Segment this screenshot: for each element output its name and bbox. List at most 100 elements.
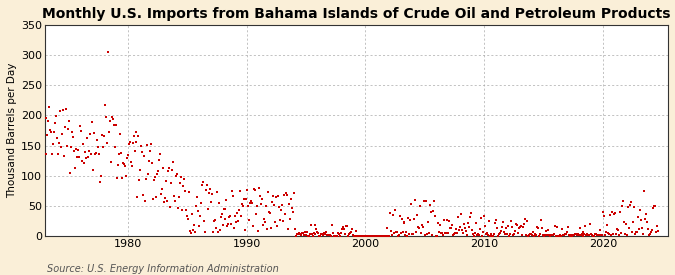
Point	[341, 224, 352, 228]
Point	[441, 218, 452, 222]
Point	[211, 189, 222, 194]
Point	[513, 231, 524, 236]
Point	[614, 233, 624, 237]
Point	[510, 229, 520, 233]
Point	[316, 232, 327, 236]
Point	[637, 226, 647, 230]
Point	[156, 191, 167, 196]
Point	[177, 208, 188, 212]
Point	[448, 233, 458, 237]
Point	[332, 233, 343, 238]
Point	[586, 232, 597, 236]
Point	[393, 233, 404, 237]
Point	[159, 200, 169, 205]
Point	[526, 232, 537, 236]
Point	[296, 231, 307, 236]
Point	[214, 228, 225, 232]
Point	[458, 222, 469, 226]
Point	[435, 231, 446, 235]
Point	[465, 211, 476, 215]
Point	[152, 172, 163, 176]
Point	[595, 227, 605, 232]
Point	[295, 233, 306, 237]
Point	[649, 204, 660, 208]
Point	[190, 230, 200, 234]
Point	[543, 228, 554, 233]
Point	[449, 232, 460, 236]
Point	[99, 103, 110, 108]
Point	[466, 227, 477, 232]
Point	[74, 155, 84, 160]
Point	[82, 155, 93, 159]
Point	[432, 233, 443, 238]
Point	[329, 234, 340, 238]
Point	[175, 181, 186, 185]
Point	[111, 176, 122, 180]
Point	[378, 234, 389, 238]
Point	[76, 128, 86, 133]
Point	[362, 234, 373, 238]
Point	[427, 233, 437, 238]
Point	[487, 234, 498, 238]
Point	[458, 231, 468, 235]
Point	[482, 233, 493, 237]
Point	[573, 233, 584, 238]
Point	[63, 127, 74, 132]
Point	[57, 132, 68, 137]
Text: Source: U.S. Energy Information Administration: Source: U.S. Energy Information Administ…	[47, 264, 279, 274]
Point	[290, 227, 300, 231]
Point	[569, 232, 580, 237]
Point	[426, 210, 437, 214]
Point	[135, 168, 146, 172]
Point	[78, 142, 88, 146]
Point	[50, 120, 61, 125]
Point	[345, 231, 356, 235]
Point	[299, 230, 310, 234]
Point	[582, 232, 593, 236]
Point	[286, 206, 297, 211]
Point	[613, 228, 624, 232]
Point	[264, 210, 275, 214]
Point	[480, 231, 491, 236]
Point	[520, 233, 531, 238]
Point	[169, 193, 180, 198]
Point	[648, 204, 659, 208]
Point	[539, 234, 549, 238]
Point	[375, 234, 386, 238]
Point	[464, 214, 475, 219]
Point	[95, 174, 106, 178]
Point	[277, 219, 288, 224]
Point	[144, 158, 155, 163]
Point	[290, 234, 301, 238]
Point	[385, 229, 396, 234]
Point	[620, 232, 630, 237]
Point	[443, 219, 454, 223]
Point	[468, 233, 479, 238]
Point	[415, 204, 426, 208]
Point	[616, 231, 626, 235]
Point	[497, 225, 508, 229]
Point	[80, 150, 90, 154]
Point	[51, 114, 62, 119]
Point	[618, 199, 628, 204]
Point	[597, 232, 608, 237]
Point	[342, 224, 352, 228]
Point	[101, 114, 111, 119]
Point	[399, 221, 410, 226]
Point	[608, 232, 618, 236]
Point	[367, 234, 377, 238]
Point	[44, 105, 55, 110]
Point	[632, 230, 643, 234]
Point	[107, 117, 118, 121]
Point	[195, 200, 206, 205]
Point	[501, 226, 512, 230]
Point	[421, 199, 431, 203]
Point	[92, 145, 103, 149]
Point	[545, 233, 556, 238]
Point	[632, 215, 643, 219]
Point	[260, 220, 271, 224]
Point	[130, 140, 141, 144]
Point	[333, 231, 344, 235]
Point	[383, 234, 394, 238]
Point	[192, 209, 203, 213]
